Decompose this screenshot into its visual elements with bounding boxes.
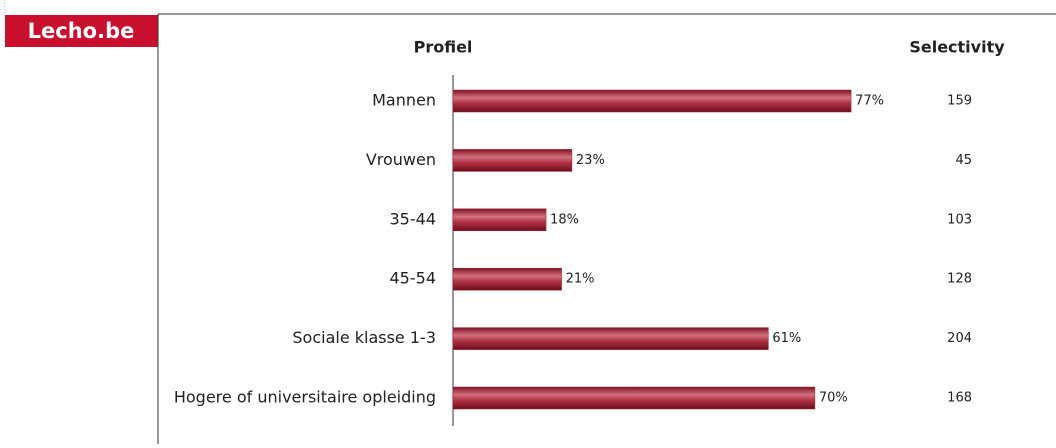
bar — [452, 208, 547, 232]
bar — [452, 149, 573, 172]
bar — [452, 89, 852, 113]
selectivity-value: 128 — [947, 272, 972, 287]
selectivity-value: 45 — [955, 153, 972, 168]
value-label: 77% — [855, 94, 884, 109]
column-header: Selectivity — [909, 38, 1005, 57]
category-label: Vrouwen — [366, 150, 436, 169]
category-label: 35-44 — [390, 209, 437, 228]
bar — [452, 267, 562, 291]
selectivity-value: 159 — [947, 94, 972, 109]
category-label: 45-54 — [390, 269, 437, 288]
category-label: Hogere of universitaire opleiding — [174, 388, 436, 407]
category-label: Sociale klasse 1-3 — [292, 328, 436, 347]
selectivity-value: 103 — [947, 212, 972, 227]
value-label: 23% — [576, 153, 605, 168]
brand-box — [5, 15, 158, 47]
value-label: 18% — [550, 212, 579, 227]
selectivity-value: 168 — [947, 391, 972, 406]
value-label: 61% — [772, 331, 801, 346]
category-label: Mannen — [372, 91, 436, 110]
brand: Lecho.be — [28, 19, 135, 43]
column-header: Profiel — [414, 38, 473, 57]
value-label: 21% — [566, 272, 595, 287]
bar — [452, 327, 769, 350]
selectivity-value: 204 — [947, 331, 972, 346]
value-label: 70% — [819, 391, 848, 406]
bar — [452, 386, 816, 410]
